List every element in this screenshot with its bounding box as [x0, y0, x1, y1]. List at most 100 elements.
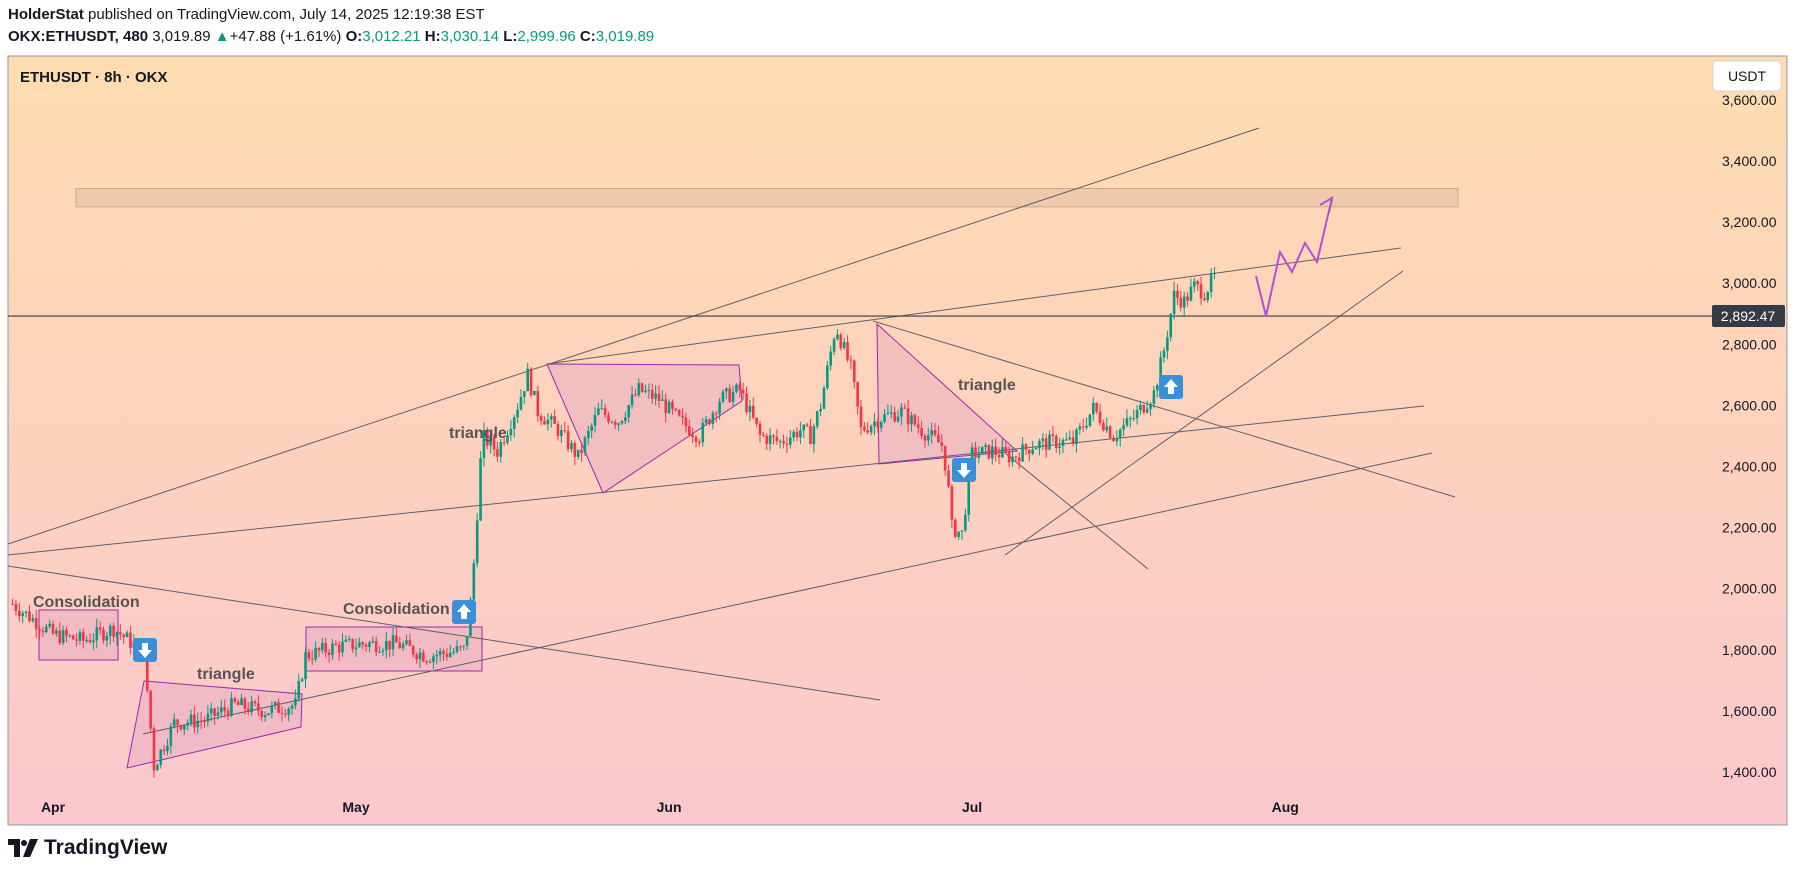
- candle[interactable]: [388, 640, 391, 650]
- candle[interactable]: [432, 656, 435, 662]
- candle[interactable]: [799, 430, 802, 438]
- candle[interactable]: [257, 703, 260, 711]
- candle[interactable]: [869, 426, 873, 433]
- candle[interactable]: [570, 443, 573, 450]
- candle[interactable]: [112, 625, 115, 637]
- candle[interactable]: [725, 388, 728, 392]
- resistance-zone[interactable]: [75, 187, 1459, 208]
- candle[interactable]: [674, 408, 678, 411]
- candle[interactable]: [415, 654, 418, 660]
- candle[interactable]: [1088, 414, 1092, 426]
- candle[interactable]: [85, 640, 88, 642]
- candle[interactable]: [913, 415, 917, 425]
- candle[interactable]: [539, 416, 543, 421]
- candle[interactable]: [940, 442, 944, 446]
- candle[interactable]: [1001, 447, 1004, 458]
- candle[interactable]: [714, 413, 718, 415]
- candle[interactable]: [11, 603, 14, 605]
- candle[interactable]: [1068, 437, 1072, 440]
- trend-line[interactable]: [7, 405, 1425, 556]
- candle[interactable]: [166, 745, 169, 752]
- candle[interactable]: [1182, 296, 1186, 308]
- candle[interactable]: [119, 632, 122, 635]
- candle[interactable]: [482, 429, 486, 459]
- candle[interactable]: [664, 399, 668, 414]
- candle[interactable]: [1105, 426, 1109, 431]
- candle[interactable]: [610, 421, 614, 423]
- candle[interactable]: [772, 435, 775, 437]
- candle[interactable]: [778, 440, 782, 442]
- candle[interactable]: [65, 630, 68, 636]
- candle[interactable]: [698, 441, 701, 443]
- candle[interactable]: [930, 430, 933, 436]
- candle[interactable]: [879, 421, 883, 428]
- candle[interactable]: [1081, 426, 1085, 428]
- candle[interactable]: [152, 728, 156, 771]
- candle[interactable]: [900, 407, 903, 417]
- candle[interactable]: [462, 645, 466, 647]
- candle[interactable]: [445, 653, 449, 657]
- candle[interactable]: [994, 446, 997, 455]
- candle[interactable]: [533, 390, 536, 396]
- candle[interactable]: [277, 702, 280, 713]
- candle[interactable]: [206, 713, 210, 722]
- candle[interactable]: [55, 630, 58, 634]
- candle[interactable]: [1176, 290, 1179, 298]
- trend-line[interactable]: [142, 452, 1433, 735]
- candle[interactable]: [607, 415, 610, 422]
- candle[interactable]: [1095, 402, 1098, 412]
- candle[interactable]: [509, 429, 513, 436]
- candle[interactable]: [459, 646, 462, 648]
- candle[interactable]: [489, 437, 492, 446]
- candle[interactable]: [795, 431, 799, 438]
- candle[interactable]: [1031, 449, 1034, 454]
- candle[interactable]: [980, 446, 984, 455]
- candle[interactable]: [890, 412, 893, 414]
- candle[interactable]: [479, 458, 482, 521]
- candle[interactable]: [452, 651, 455, 653]
- candle[interactable]: [398, 642, 402, 649]
- candle[interactable]: [630, 394, 634, 406]
- candle[interactable]: [613, 421, 617, 425]
- candle[interactable]: [162, 749, 166, 752]
- trend-line[interactable]: [1004, 452, 1149, 570]
- candle[interactable]: [1041, 438, 1045, 442]
- candle[interactable]: [408, 640, 412, 647]
- candle[interactable]: [321, 643, 324, 651]
- candle[interactable]: [650, 389, 654, 399]
- candle[interactable]: [984, 444, 987, 447]
- candle[interactable]: [711, 413, 715, 424]
- candle[interactable]: [792, 431, 795, 438]
- candle[interactable]: [270, 705, 274, 714]
- candle[interactable]: [549, 416, 553, 420]
- candle[interactable]: [273, 702, 277, 706]
- candle[interactable]: [1122, 425, 1125, 430]
- candle[interactable]: [640, 383, 644, 392]
- candle[interactable]: [499, 442, 503, 457]
- candle[interactable]: [428, 661, 432, 663]
- candle[interactable]: [18, 610, 21, 617]
- candle[interactable]: [1071, 437, 1075, 445]
- candle[interactable]: [267, 713, 270, 716]
- long-signal-badge[interactable]: [452, 600, 476, 624]
- consolidation-box[interactable]: [38, 609, 119, 661]
- candle[interactable]: [260, 710, 264, 718]
- candle[interactable]: [455, 646, 459, 652]
- candle[interactable]: [617, 423, 620, 425]
- candle[interactable]: [385, 640, 388, 651]
- candle[interactable]: [883, 413, 886, 422]
- candle[interactable]: [775, 436, 779, 441]
- candle[interactable]: [1206, 291, 1210, 301]
- candle[interactable]: [805, 424, 809, 426]
- candle[interactable]: [576, 449, 580, 457]
- candle[interactable]: [297, 681, 301, 699]
- candle[interactable]: [1166, 337, 1169, 351]
- candle[interactable]: [721, 391, 725, 402]
- candle[interactable]: [886, 413, 890, 415]
- candle[interactable]: [624, 417, 627, 422]
- candle[interactable]: [28, 611, 31, 622]
- candle[interactable]: [789, 437, 792, 445]
- candle[interactable]: [627, 405, 630, 418]
- candle[interactable]: [937, 434, 940, 443]
- candle[interactable]: [381, 650, 385, 653]
